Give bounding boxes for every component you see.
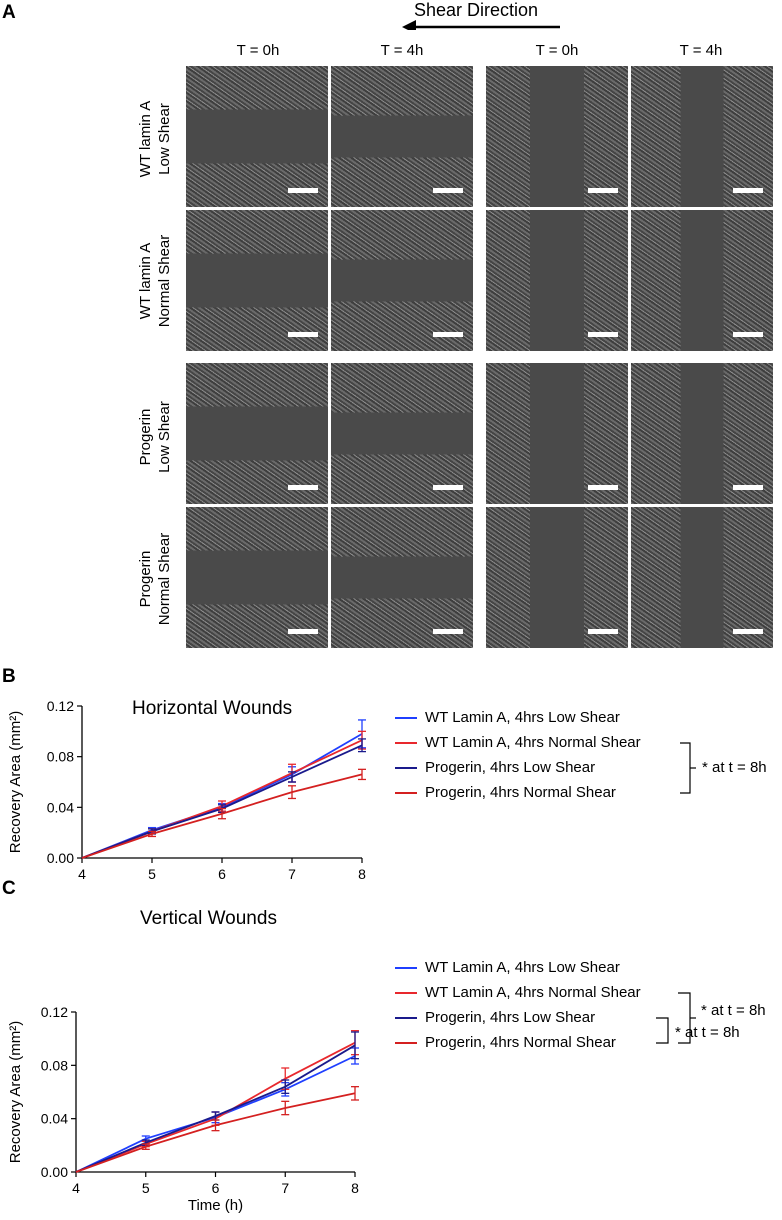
x-tick-label: 4 xyxy=(72,1180,80,1196)
legend-c-swatches xyxy=(395,967,417,1044)
micrograph-image xyxy=(331,363,473,504)
shear-direction-label: Shear Direction xyxy=(414,0,539,20)
y-tick-label: 0.04 xyxy=(47,799,74,815)
panel-b-letter: B xyxy=(2,666,16,687)
y-tick-label: 0.12 xyxy=(41,1004,68,1020)
row-label-progerin-normal: Progerin Normal Shear xyxy=(136,504,174,654)
row-label-wt-normal: WT lamin A Normal Shear xyxy=(136,206,174,356)
scale-bar xyxy=(588,485,618,490)
scale-bar xyxy=(588,629,618,634)
scale-bar xyxy=(433,332,463,337)
legend-b: WT Lamin A, 4hrs Low Shear WT Lamin A, 4… xyxy=(393,708,782,808)
micrograph-image xyxy=(631,66,773,207)
column-header-1: T = 0h xyxy=(236,42,280,59)
significance-annotation: * at t = 8h xyxy=(701,1002,766,1019)
legend-b-swatches xyxy=(395,717,417,794)
x-tick-label: 5 xyxy=(148,866,156,880)
micrograph-image xyxy=(331,66,473,207)
scale-bar xyxy=(288,629,318,634)
scale-bar xyxy=(288,188,318,193)
legend-entry: Progerin, 4hrs Normal Shear xyxy=(425,784,616,801)
legend-entry: WT Lamin A, 4hrs Low Shear xyxy=(425,709,620,726)
legend-entry: Progerin, 4hrs Normal Shear xyxy=(425,1034,616,1051)
micrograph-image xyxy=(631,210,773,351)
y-tick-label: 0.08 xyxy=(47,749,74,765)
column-header-3: T = 0h xyxy=(535,42,579,59)
row-label-line: Progerin xyxy=(137,408,154,466)
micrograph-image xyxy=(486,210,628,351)
scale-bar xyxy=(433,188,463,193)
scale-bar xyxy=(433,485,463,490)
y-tick-label: 0.12 xyxy=(47,698,74,714)
scale-bar xyxy=(733,332,763,337)
legend-c: WT Lamin A, 4hrs Low Shear WT Lamin A, 4… xyxy=(393,958,782,1078)
series-line-1 xyxy=(81,733,363,859)
legend-entry: Progerin, 4hrs Low Shear xyxy=(425,1009,596,1026)
row-label-line: Progerin xyxy=(137,550,154,608)
series-line-4 xyxy=(75,1092,356,1173)
scale-bar xyxy=(433,629,463,634)
scale-bar xyxy=(588,188,618,193)
y-tick-label: 0.00 xyxy=(47,850,74,866)
micrograph-image xyxy=(331,210,473,351)
legend-entry: Progerin, 4hrs Low Shear xyxy=(425,759,596,776)
legend-entry: WT Lamin A, 4hrs Low Shear xyxy=(425,959,620,976)
micrograph-image xyxy=(631,363,773,504)
micrograph-image xyxy=(486,363,628,504)
micrograph-image xyxy=(631,507,773,648)
micrograph-image xyxy=(186,363,328,504)
legend-entry: WT Lamin A, 4hrs Normal Shear xyxy=(425,984,641,1001)
significance-annotation: * at t = 8h xyxy=(675,1024,740,1041)
scale-bar xyxy=(588,332,618,337)
scale-bar xyxy=(733,629,763,634)
chart-c-title: Vertical Wounds xyxy=(140,908,277,929)
significance-brackets-c xyxy=(656,992,696,1044)
x-tick-label: 8 xyxy=(358,866,366,880)
scale-bar xyxy=(288,485,318,490)
panel-a-letter: A xyxy=(2,2,16,23)
scale-bar xyxy=(733,485,763,490)
column-header-2: T = 4h xyxy=(380,42,424,59)
y-tick-label: 0.04 xyxy=(41,1111,68,1127)
panel-c-letter: C xyxy=(2,878,16,899)
x-tick-label: 7 xyxy=(288,866,296,880)
x-axis-label: Time (h) xyxy=(188,1197,243,1214)
x-tick-label: 4 xyxy=(78,866,86,880)
row-label-line: Low Shear xyxy=(156,401,173,473)
x-tick-label: 7 xyxy=(281,1180,289,1196)
row-label-line: Normal Shear xyxy=(156,234,173,328)
row-label-wt-low: WT lamin A Low Shear xyxy=(136,64,174,214)
x-tick-label: 6 xyxy=(218,866,226,880)
x-tick-label: 5 xyxy=(142,1180,150,1196)
shear-direction: Shear Direction xyxy=(400,0,570,30)
y-tick-label: 0.08 xyxy=(41,1057,68,1073)
y-tick-label: 0.00 xyxy=(41,1164,68,1180)
micrograph-image xyxy=(486,66,628,207)
y-axis-label: Recovery Area (mm²) xyxy=(7,711,24,854)
chart-b-title: Horizontal Wounds xyxy=(132,698,293,719)
chart-c-plot: 0.00 0.04 0.08 0.12 4 5 6 7 8 Time (h) Recovery Ar… xyxy=(7,1004,359,1214)
row-label-line: Normal Shear xyxy=(156,532,173,626)
micrograph-image xyxy=(186,66,328,207)
legend-entry: WT Lamin A, 4hrs Normal Shear xyxy=(425,734,641,751)
micrograph-image xyxy=(186,507,328,648)
micrograph-image xyxy=(486,507,628,648)
scale-bar xyxy=(288,332,318,337)
column-header-4: T = 4h xyxy=(679,42,723,59)
row-label-progerin-low: Progerin Low Shear xyxy=(136,362,174,512)
scale-bar xyxy=(733,188,763,193)
y-axis-label: Recovery Area (mm²) xyxy=(7,1021,24,1164)
significance-annotation: * at t = 8h xyxy=(702,759,767,776)
shear-direction-arrow-icon xyxy=(402,20,560,30)
x-tick-label: 6 xyxy=(212,1180,220,1196)
micrograph-image xyxy=(186,210,328,351)
row-label-line: Low Shear xyxy=(156,103,173,175)
row-label-line: WT lamin A xyxy=(137,242,154,320)
x-tick-label: 8 xyxy=(351,1180,359,1196)
micrograph-image xyxy=(331,507,473,648)
significance-bracket-b xyxy=(680,742,696,794)
row-label-line: WT lamin A xyxy=(137,100,154,178)
